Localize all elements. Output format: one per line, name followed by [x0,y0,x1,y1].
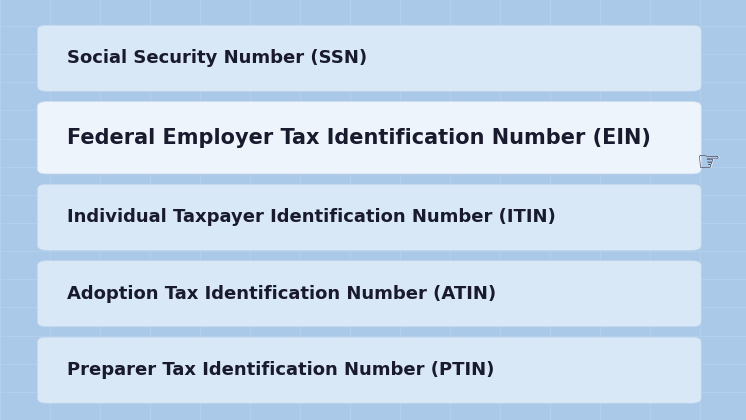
Text: Social Security Number (SSN): Social Security Number (SSN) [67,49,367,67]
Text: Preparer Tax Identification Number (PTIN): Preparer Tax Identification Number (PTIN… [67,361,495,379]
FancyBboxPatch shape [37,184,701,250]
FancyBboxPatch shape [37,337,701,403]
Text: ☞: ☞ [696,149,721,177]
Text: ☞: ☞ [697,150,721,176]
FancyBboxPatch shape [37,25,701,91]
Text: Individual Taxpayer Identification Number (ITIN): Individual Taxpayer Identification Numbe… [67,208,556,226]
Text: Federal Employer Tax Identification Number (EIN): Federal Employer Tax Identification Numb… [67,128,651,148]
FancyBboxPatch shape [37,261,701,327]
FancyBboxPatch shape [37,102,701,174]
Text: Adoption Tax Identification Number (ATIN): Adoption Tax Identification Number (ATIN… [67,285,496,303]
